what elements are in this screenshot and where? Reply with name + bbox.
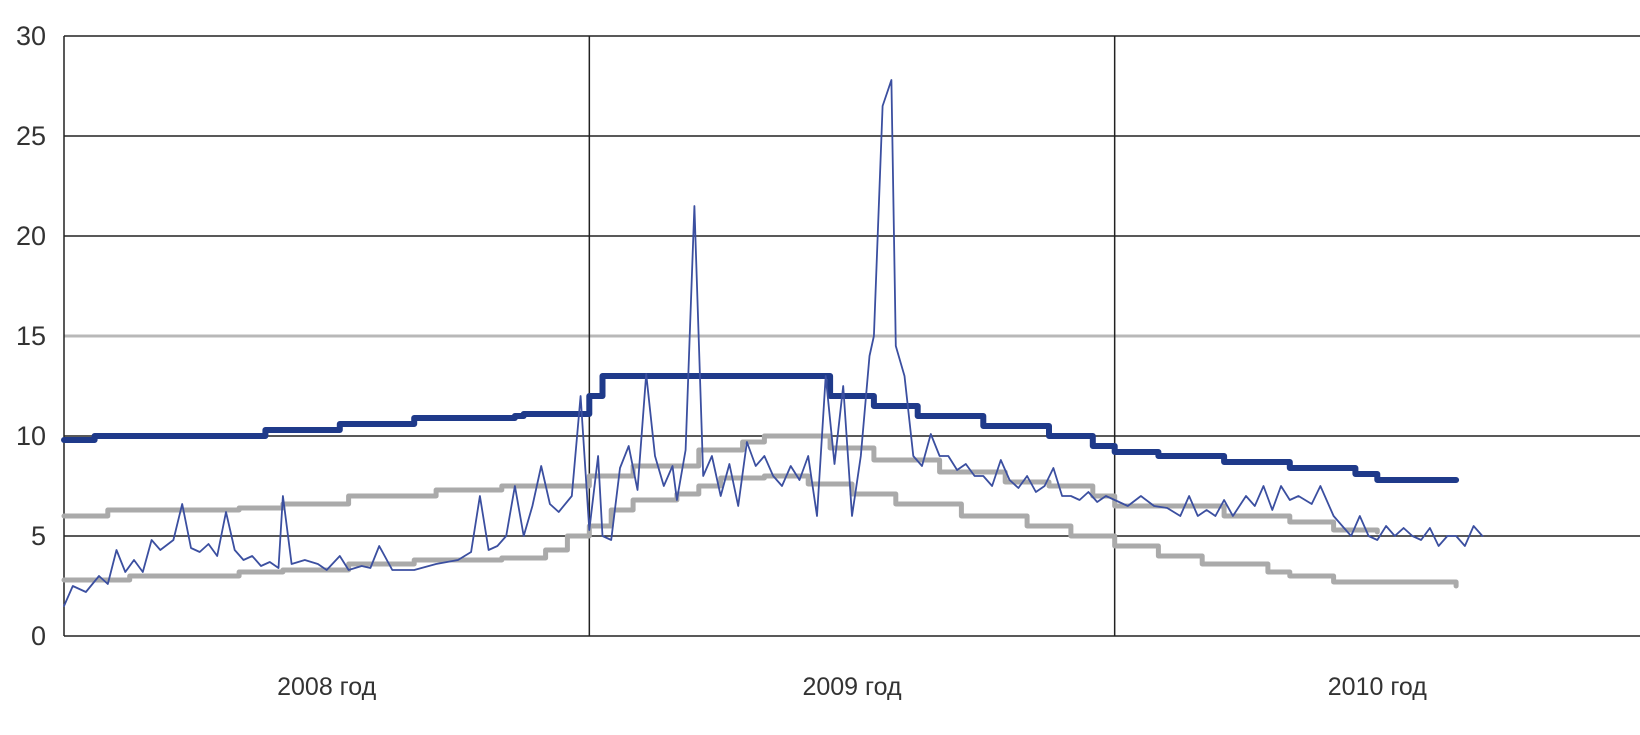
series-line-3 <box>61 473 1459 589</box>
series-line-1 <box>61 373 1460 483</box>
x-axis-categories: 2008 год 2009 год 2010 год <box>277 673 1427 701</box>
y-tick-label: 30 <box>16 21 46 51</box>
y-tick-label: 5 <box>31 521 46 551</box>
y-axis-ticks: 0 5 10 15 20 25 30 <box>16 21 46 651</box>
y-tick-label: 15 <box>16 321 46 351</box>
series-line-4 <box>63 79 1484 607</box>
grid-lines <box>63 35 1640 637</box>
x-category-label: 2010 год <box>1328 673 1427 701</box>
y-tick-label: 10 <box>16 421 46 451</box>
x-category-label: 2008 год <box>277 673 376 701</box>
x-category-label: 2009 год <box>802 673 901 701</box>
y-tick-label: 20 <box>16 221 46 251</box>
series-group <box>61 79 1484 607</box>
y-tick-label: 25 <box>16 121 46 151</box>
series-line-2 <box>61 433 1380 535</box>
y-tick-label: 0 <box>31 621 46 651</box>
